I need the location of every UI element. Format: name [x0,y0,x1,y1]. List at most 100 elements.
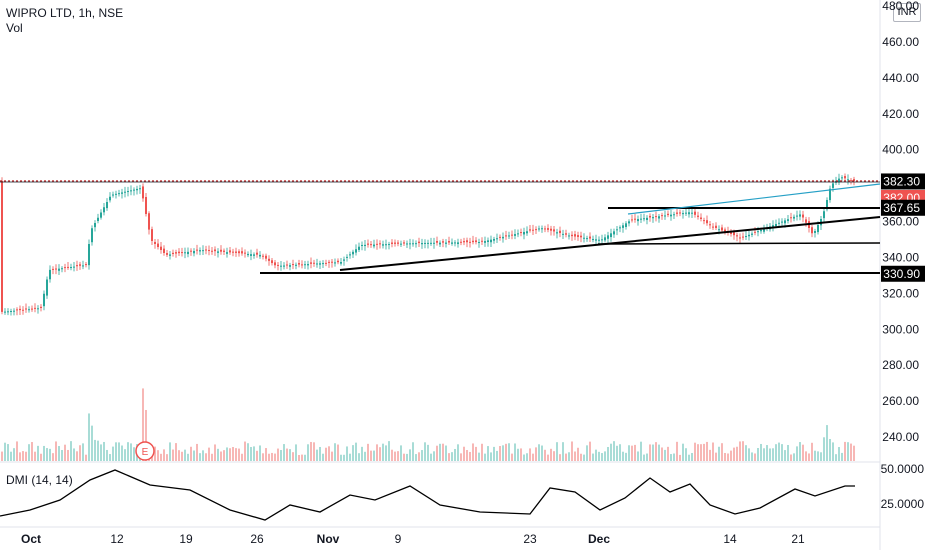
candle-body [805,219,807,223]
volume-bar [295,444,297,461]
candle-body [547,228,549,230]
volume-bar [766,445,768,461]
ascending-trendline[interactable] [339,216,881,271]
volume-bar [742,441,744,461]
time-tick-label: 9 [395,532,402,546]
volume-bar [754,453,756,461]
candle-body [61,268,63,270]
candle-body [364,244,366,247]
volume-bar [334,443,336,461]
volume-bar [289,449,291,461]
price-tick-label: 260.00 [882,394,919,408]
volume-bar [97,440,99,461]
volume-bar [622,451,624,461]
candle-body [7,311,9,313]
support-line[interactable] [597,242,881,245]
candle-body [799,214,801,217]
candle-body [199,250,201,252]
volume-bar [166,454,168,461]
candle-body [388,244,390,246]
volume-bar [502,445,504,461]
volume-bar [181,451,183,461]
candle-body [829,188,831,201]
volume-bar [127,442,129,461]
volume-bar [337,444,339,461]
candle-body [31,308,33,310]
time-tick-label: 12 [110,532,124,546]
volume-bar [592,453,594,461]
currency-button[interactable]: INR [893,3,921,22]
candle-body [772,225,774,228]
candle-body [628,221,630,224]
price-axis[interactable]: 480.00460.00440.00420.00400.00380.00360.… [882,0,919,444]
volume-bar [403,453,405,461]
candle-body [793,216,795,219]
candle-body [802,214,804,218]
candle-body [781,221,783,223]
candle-body [118,193,120,195]
candlesticks [1,173,855,316]
volume-bar [784,450,786,461]
chart-legend: WIPRO LTD, 1h, NSE Vol [6,6,123,36]
candle-body [136,188,138,191]
volume-bar [70,441,72,461]
volume-bar [850,443,852,461]
volume-bar [364,451,366,461]
candle-body [823,211,825,219]
volume-bar [697,444,699,461]
volume-bar [415,454,417,461]
candle-body [22,309,24,311]
time-axis[interactable]: Oct 12 19 26 Nov 9 23 Dec 14 21 [21,532,805,546]
candle-body [148,213,150,230]
time-tick-label: 14 [723,532,737,546]
volume-bar [382,443,384,461]
channel-line[interactable] [627,183,881,215]
candle-body [583,237,585,239]
price-tick-label: 280.00 [882,358,919,372]
volume-bar [250,447,252,461]
volume-bar [451,452,453,461]
volume-bar [100,444,102,461]
candle-body [577,235,579,237]
volume-bar [709,449,711,461]
candle-body [352,251,354,255]
volume-bar [157,450,159,461]
volume-bar [280,449,282,461]
volume-bar [691,452,693,461]
candle-body [70,267,72,269]
volume-bar [832,442,834,461]
candle-body [307,264,309,266]
volume-bar [799,442,801,461]
candle-body [484,241,486,243]
candle-body [550,228,552,231]
candle-body [217,251,219,253]
volume-bar [613,441,615,461]
volume-bar [499,446,501,461]
volume-bar [271,452,273,461]
candle-body [538,228,540,230]
earnings-marker[interactable] [135,441,155,461]
volume-bar [454,448,456,461]
candle-body [817,225,819,233]
candle-body [445,242,447,244]
candle-body [211,250,213,252]
candle-body [850,180,852,182]
volume-bar [628,445,630,461]
volume-bar [538,444,540,461]
volume-bar [367,443,369,461]
candle-body [121,192,123,194]
candle-body [661,215,663,217]
candle-body [553,229,555,232]
price-tick-label: 360.00 [882,215,919,229]
candle-body [619,227,621,229]
candle-body [391,242,393,244]
candle-body [715,225,717,228]
volume-bar [223,450,225,461]
volume-bar [490,452,492,461]
price-badge-label: 330.90 [883,267,920,281]
candle-body [175,252,177,254]
volume-bar [757,448,759,461]
candle-body [613,231,615,235]
volume-bar [25,451,27,461]
